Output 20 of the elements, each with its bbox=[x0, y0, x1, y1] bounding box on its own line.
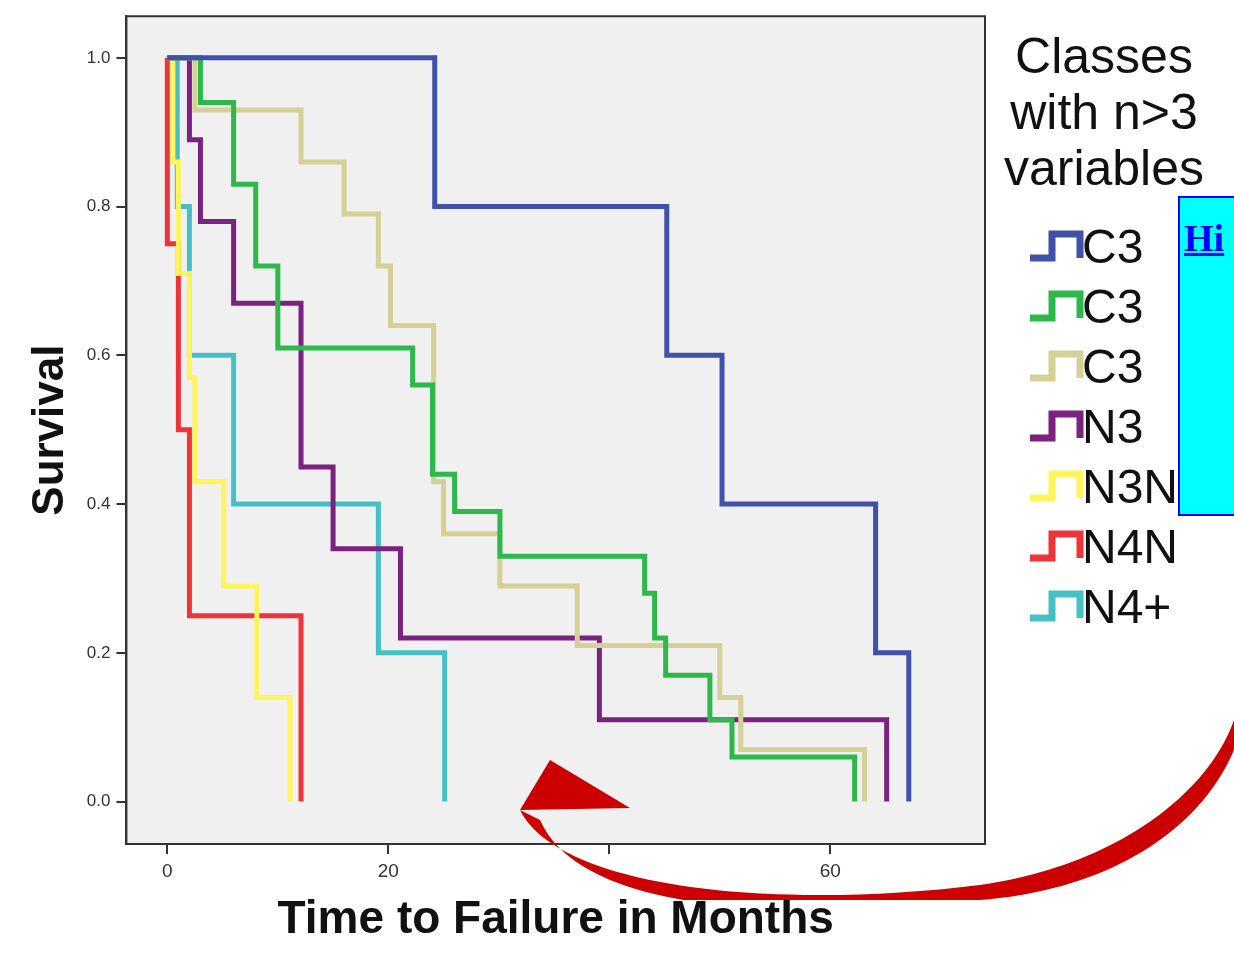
y-tick-label: 0.6 bbox=[86, 345, 111, 365]
y-tick-label: 0.4 bbox=[86, 493, 111, 513]
x-tick-label: 60 bbox=[819, 859, 841, 881]
x-tick-label: 20 bbox=[377, 859, 399, 881]
x-tick-label: 0 bbox=[162, 859, 173, 881]
x-axis-title: Time to Failure in Months bbox=[277, 891, 834, 944]
legend-label: C3 bbox=[1082, 278, 1144, 334]
legend-label: N3N bbox=[1082, 458, 1179, 514]
note-box: Hi bbox=[1178, 196, 1234, 516]
y-tick-label: 0.2 bbox=[86, 642, 111, 662]
legend-label: N4+ bbox=[1082, 578, 1172, 634]
y-tick-label: 0.8 bbox=[86, 196, 111, 216]
legend-label: C3 bbox=[1082, 218, 1144, 274]
legend-label: C3 bbox=[1082, 338, 1144, 394]
legend-label: N3 bbox=[1082, 398, 1144, 454]
y-tick-label: 0.0 bbox=[86, 791, 111, 811]
legend-label: N4N bbox=[1082, 518, 1179, 574]
y-tick-label: 1.0 bbox=[86, 47, 111, 67]
y-axis-title: Survival bbox=[22, 344, 72, 516]
legend-title: Classes with n>3 variables bbox=[1002, 28, 1206, 196]
